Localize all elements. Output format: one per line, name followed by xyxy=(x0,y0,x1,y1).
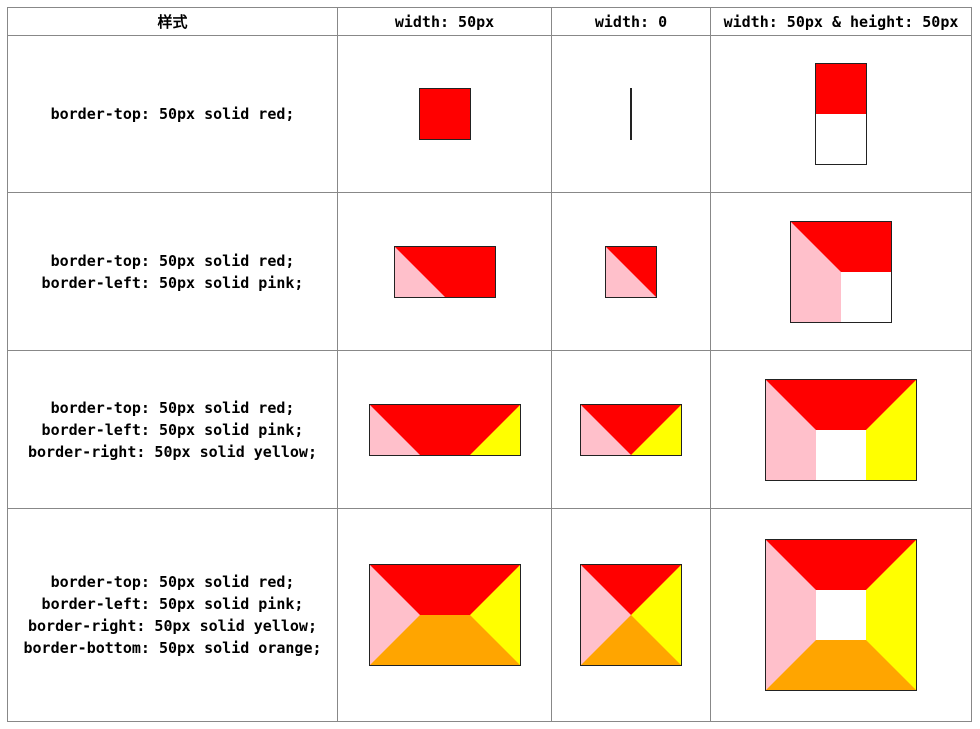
demo-box xyxy=(815,63,867,165)
row: border-top: 50px solid red; border-left: … xyxy=(7,350,972,509)
demo-box xyxy=(418,88,471,140)
style-line: border-top: 50px solid red; xyxy=(50,105,295,123)
demo-table: 样式 width: 50px width: 0 width: 50px & he… xyxy=(7,7,972,722)
demo-box xyxy=(765,539,917,691)
demo-box xyxy=(580,403,682,456)
header-row: 样式 width: 50px width: 0 width: 50px & he… xyxy=(7,7,972,36)
style-line: border-bottom: 50px solid orange; xyxy=(23,639,322,657)
demo-box xyxy=(605,245,657,298)
style-line: border-left: 50px solid pink; xyxy=(41,595,304,613)
style-line: border-left: 50px solid pink; xyxy=(41,273,304,292)
header-cell: width: 50px xyxy=(337,7,552,36)
style-cell: border-top: 50px solid red; border-left: … xyxy=(7,192,338,351)
row: border-top: 50px solid red; xyxy=(7,35,972,193)
header-cell: 样式 xyxy=(7,7,338,36)
demo-box xyxy=(580,564,682,666)
style-line: border-top: 50px solid red; xyxy=(50,251,295,270)
demo-box xyxy=(368,403,521,456)
style-cell: border-top: 50px solid red; border-left: … xyxy=(7,508,338,722)
style-line: border-right: 50px solid yellow; xyxy=(28,617,317,635)
demo-box xyxy=(393,245,496,298)
style-cell: border-top: 50px solid red; xyxy=(7,35,338,193)
row: border-top: 50px solid red; border-left: … xyxy=(7,192,972,351)
header-cell: width: 0 xyxy=(551,7,711,36)
demo-box xyxy=(790,220,892,323)
style-line: border-right: 50px solid yellow; xyxy=(28,442,317,461)
style-line: border-top: 50px solid red; xyxy=(50,398,295,417)
demo-box xyxy=(765,378,917,481)
demo-box xyxy=(368,564,521,666)
style-cell: border-top: 50px solid red; border-left: … xyxy=(7,350,338,509)
style-line: border-top: 50px solid red; xyxy=(50,573,295,591)
header-cell: width: 50px & height: 50px xyxy=(710,7,972,36)
style-line: border-left: 50px solid pink; xyxy=(41,420,304,439)
row: border-top: 50px solid red; border-left: … xyxy=(7,508,972,722)
